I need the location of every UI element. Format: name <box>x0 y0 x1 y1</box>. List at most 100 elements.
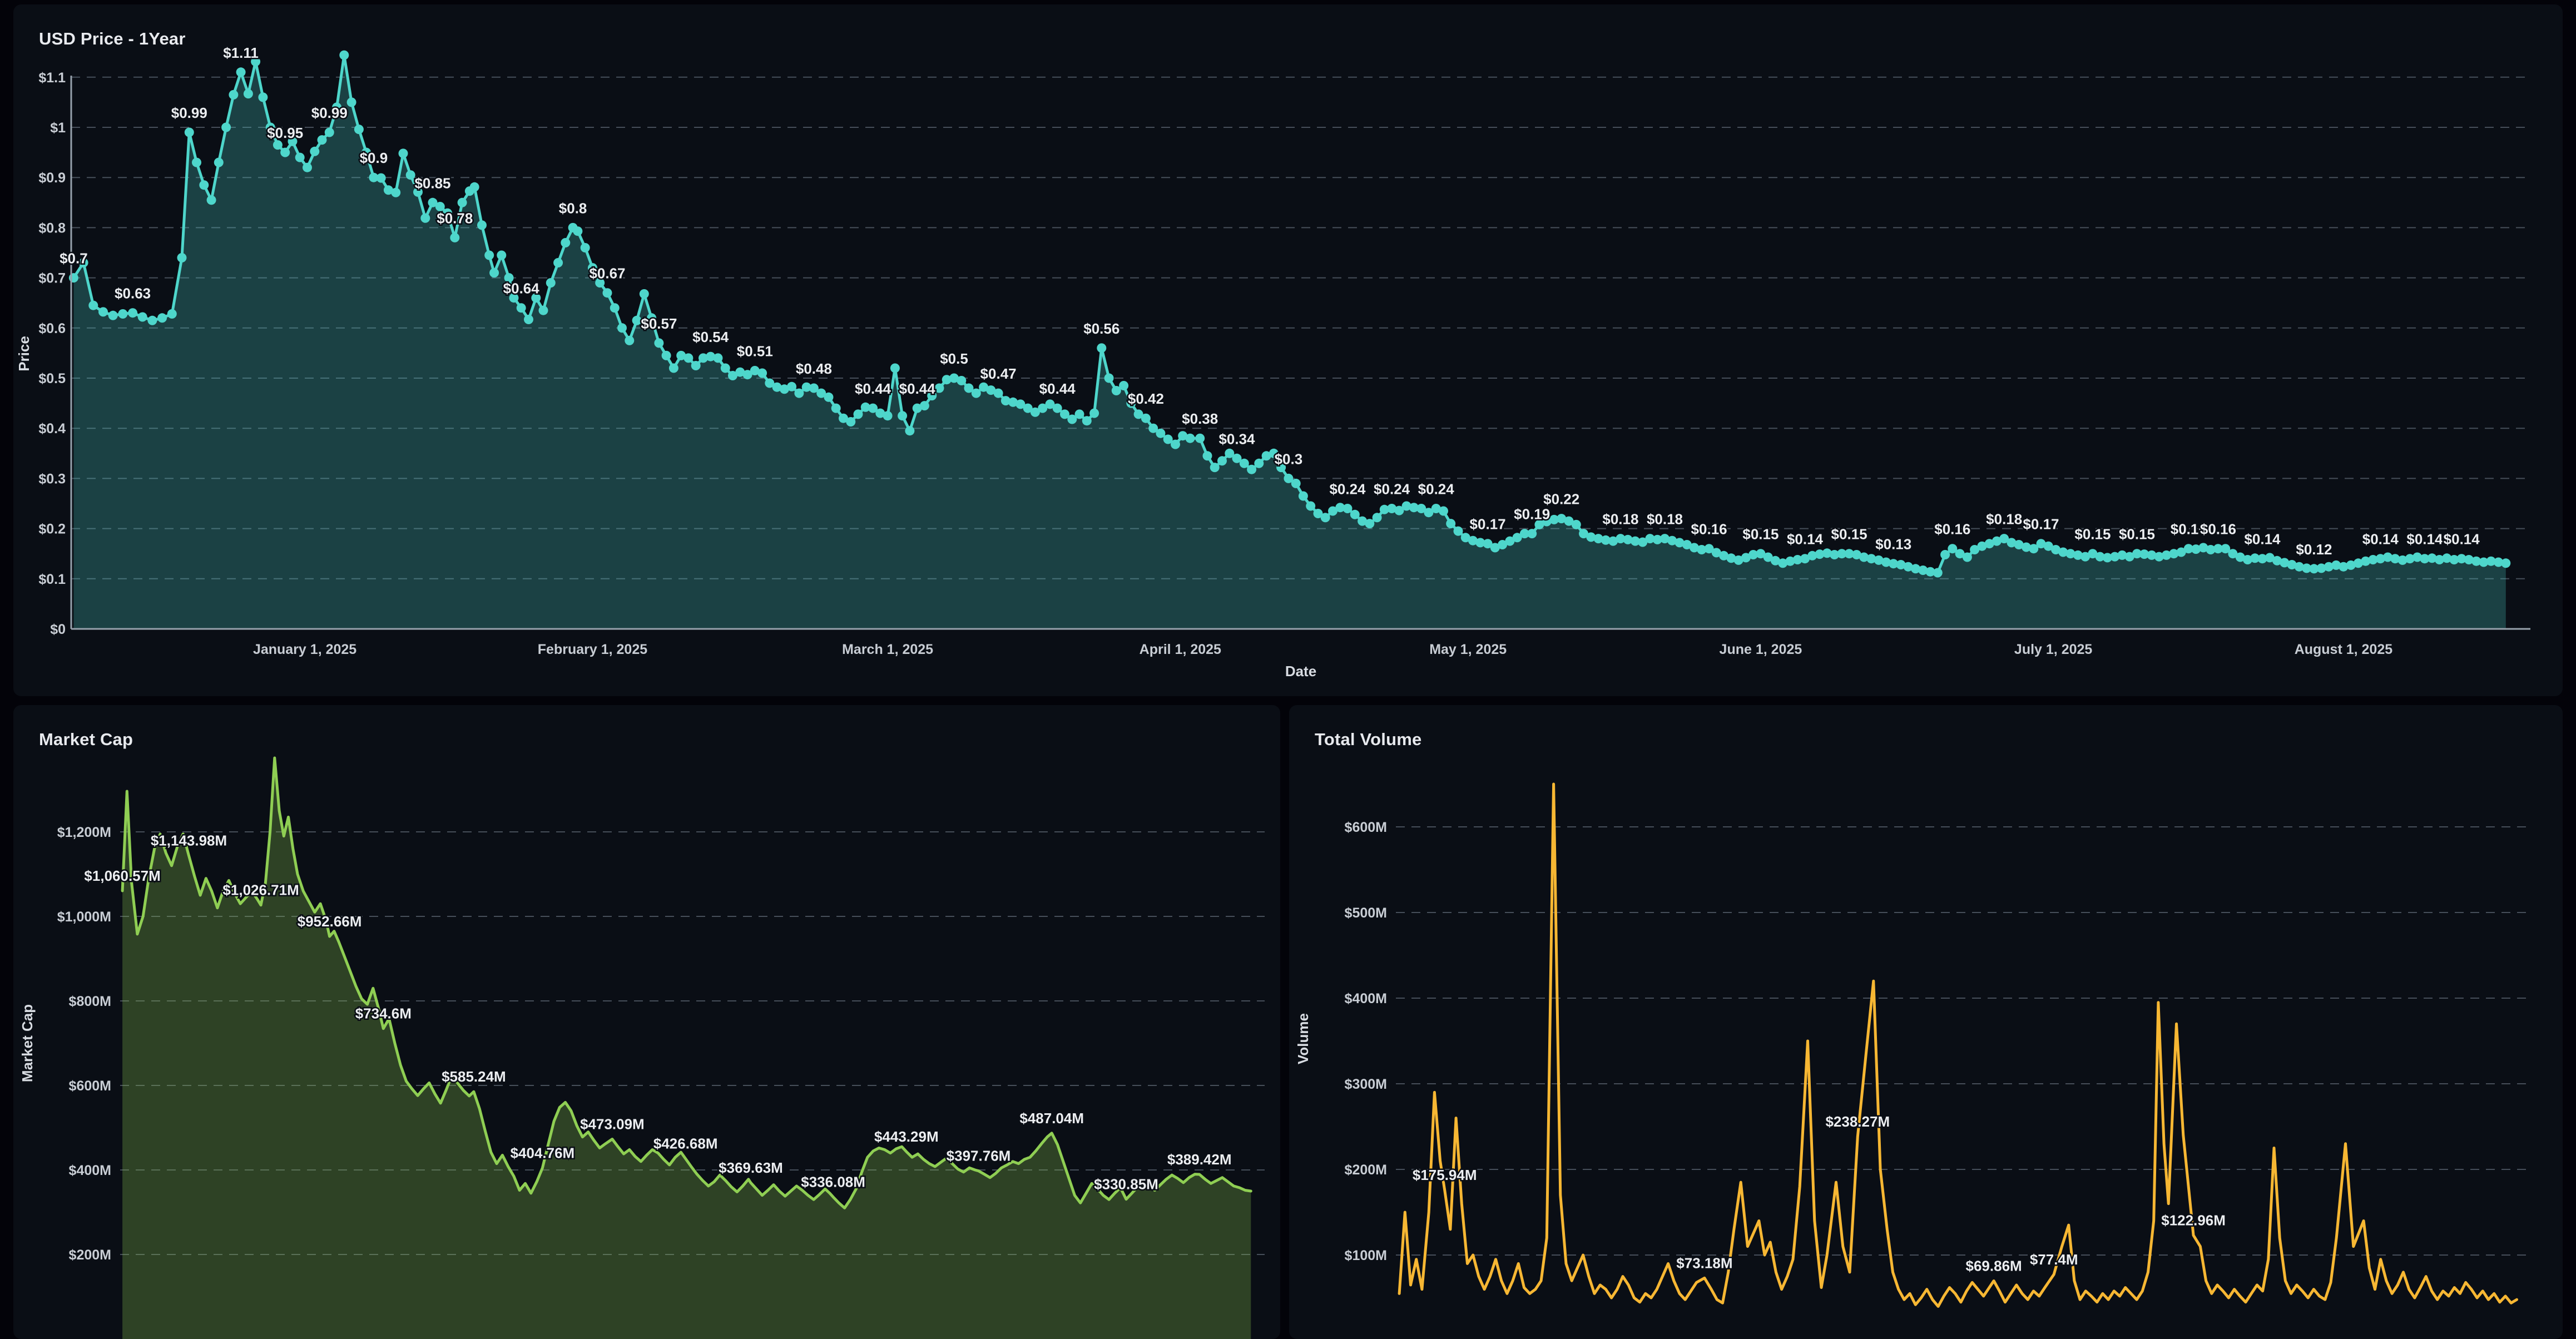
data-point-marker[interactable] <box>2228 549 2238 559</box>
data-point-marker[interactable] <box>964 383 974 393</box>
data-point-marker[interactable] <box>1163 434 1173 444</box>
data-point-marker[interactable] <box>1962 552 1972 562</box>
data-point-marker[interactable] <box>1601 535 1611 545</box>
data-point-marker[interactable] <box>1756 549 1766 559</box>
data-point-marker[interactable] <box>1276 463 1286 473</box>
data-point-marker[interactable] <box>668 363 678 373</box>
data-point-marker[interactable] <box>1416 504 1426 513</box>
data-point-marker[interactable] <box>868 403 878 413</box>
data-point-marker[interactable] <box>167 309 177 319</box>
data-point-marker[interactable] <box>1999 534 2009 544</box>
data-point-marker[interactable] <box>1291 478 1301 488</box>
data-point-marker[interactable] <box>1008 397 1018 407</box>
data-point-marker[interactable] <box>1660 534 1670 544</box>
data-point-marker[interactable] <box>580 243 590 252</box>
data-point-marker[interactable] <box>1225 448 1235 458</box>
data-point-marker[interactable] <box>1992 536 2002 546</box>
data-point-marker[interactable] <box>1933 568 1943 578</box>
data-point-marker[interactable] <box>1704 544 1714 554</box>
data-point-marker[interactable] <box>919 401 929 411</box>
data-point-marker[interactable] <box>735 367 745 377</box>
data-point-marker[interactable] <box>912 403 922 413</box>
data-point-marker[interactable] <box>1800 554 1810 564</box>
data-point-marker[interactable] <box>2065 549 2075 559</box>
data-point-marker[interactable] <box>546 278 556 288</box>
data-point-marker[interactable] <box>2176 547 2186 557</box>
data-point-marker[interactable] <box>1343 504 1353 513</box>
data-point-marker[interactable] <box>1171 439 1180 449</box>
data-point-marker[interactable] <box>816 388 826 398</box>
data-point-marker[interactable] <box>2494 557 2503 567</box>
data-point-marker[interactable] <box>1881 557 1891 567</box>
data-point-marker[interactable] <box>1940 550 1950 559</box>
data-point-marker[interactable] <box>1896 560 1906 569</box>
data-point-marker[interactable] <box>1977 541 1987 551</box>
data-point-marker[interactable] <box>809 383 819 393</box>
data-point-marker[interactable] <box>2434 555 2444 564</box>
data-point-marker[interactable] <box>1306 501 1316 511</box>
data-point-marker[interactable] <box>2456 554 2466 564</box>
data-point-marker[interactable] <box>1830 550 1840 559</box>
data-point-marker[interactable] <box>1792 555 1802 564</box>
data-point-marker[interactable] <box>524 315 533 324</box>
data-point-marker[interactable] <box>369 172 379 182</box>
data-point-marker[interactable] <box>1195 433 1205 443</box>
data-point-marker[interactable] <box>2058 547 2068 557</box>
data-point-marker[interactable] <box>1608 536 1618 546</box>
data-point-marker[interactable] <box>1652 534 1662 544</box>
data-point-marker[interactable] <box>2124 552 2134 562</box>
data-point-marker[interactable] <box>2294 562 2304 572</box>
data-point-marker[interactable] <box>1844 549 1854 559</box>
data-point-marker[interactable] <box>1822 548 1832 558</box>
data-point-marker[interactable] <box>2036 539 2046 549</box>
data-point-marker[interactable] <box>875 408 885 418</box>
data-point-marker[interactable] <box>1623 534 1633 544</box>
data-point-marker[interactable] <box>1490 543 1500 553</box>
data-point-marker[interactable] <box>2162 550 2171 560</box>
data-point-marker[interactable] <box>750 366 760 375</box>
data-point-marker[interactable] <box>971 388 981 398</box>
data-point-marker[interactable] <box>1512 533 1522 543</box>
data-point-marker[interactable] <box>1711 548 1721 558</box>
data-point-marker[interactable] <box>2110 552 2120 562</box>
data-point-marker[interactable] <box>118 309 128 319</box>
data-point-marker[interactable] <box>2339 562 2349 572</box>
data-point-marker[interactable] <box>2022 542 2031 552</box>
data-point-marker[interactable] <box>2243 555 2252 564</box>
data-point-marker[interactable] <box>317 135 327 145</box>
data-point-marker[interactable] <box>949 373 959 383</box>
data-point-marker[interactable] <box>489 268 499 278</box>
data-point-marker[interactable] <box>258 92 268 102</box>
data-point-marker[interactable] <box>1667 535 1677 545</box>
data-point-marker[interactable] <box>765 378 775 388</box>
data-point-marker[interactable] <box>1446 519 1456 529</box>
data-point-marker[interactable] <box>1409 503 1419 513</box>
data-point-marker[interactable] <box>2287 560 2297 569</box>
data-point-marker[interactable] <box>1984 539 1994 549</box>
data-point-marker[interactable] <box>1519 529 1529 539</box>
data-point-marker[interactable] <box>1918 566 1928 575</box>
data-point-marker[interactable] <box>184 127 194 137</box>
data-point-marker[interactable] <box>1030 407 1040 417</box>
data-point-marker[interactable] <box>2213 544 2223 554</box>
data-point-marker[interactable] <box>1097 343 1107 353</box>
data-point-marker[interactable] <box>383 185 393 195</box>
data-point-marker[interactable] <box>303 162 312 172</box>
data-point-marker[interactable] <box>1682 540 1692 549</box>
data-point-marker[interactable] <box>236 67 246 77</box>
data-point-marker[interactable] <box>504 273 514 283</box>
data-point-marker[interactable] <box>839 413 848 423</box>
data-point-marker[interactable] <box>88 300 98 310</box>
data-point-marker[interactable] <box>639 289 649 299</box>
data-point-marker[interactable] <box>1557 514 1567 524</box>
data-point-marker[interactable] <box>538 305 548 315</box>
data-point-marker[interactable] <box>1719 551 1729 561</box>
data-point-marker[interactable] <box>1763 552 1773 562</box>
data-point-marker[interactable] <box>1379 504 1389 514</box>
data-point-marker[interactable] <box>757 368 767 378</box>
data-point-marker[interactable] <box>2427 553 2437 563</box>
data-point-marker[interactable] <box>1741 553 1751 563</box>
data-point-marker[interactable] <box>1851 550 1861 559</box>
data-point-marker[interactable] <box>2221 544 2231 554</box>
data-point-marker[interactable] <box>2471 556 2481 566</box>
